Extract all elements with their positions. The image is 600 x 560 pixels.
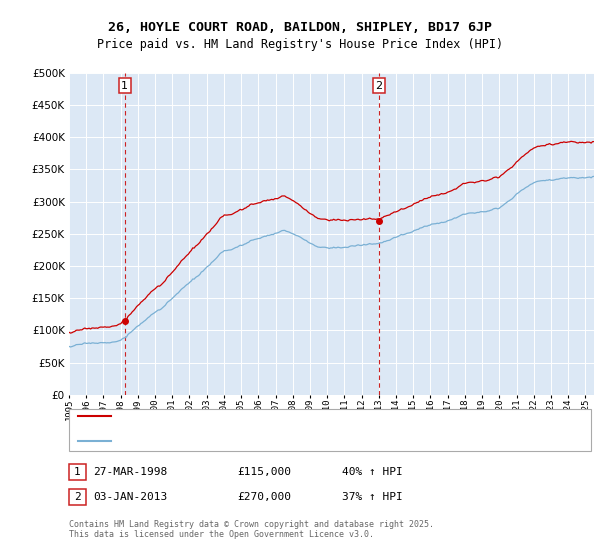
Text: 40% ↑ HPI: 40% ↑ HPI xyxy=(342,467,403,477)
Text: £270,000: £270,000 xyxy=(237,492,291,502)
Text: 03-JAN-2013: 03-JAN-2013 xyxy=(93,492,167,502)
Text: 26, HOYLE COURT ROAD, BAILDON, SHIPLEY, BD17 6JP: 26, HOYLE COURT ROAD, BAILDON, SHIPLEY, … xyxy=(108,21,492,34)
Text: Contains HM Land Registry data © Crown copyright and database right 2025.
This d: Contains HM Land Registry data © Crown c… xyxy=(69,520,434,539)
Text: 27-MAR-1998: 27-MAR-1998 xyxy=(93,467,167,477)
Text: 1: 1 xyxy=(121,81,128,91)
Text: 2: 2 xyxy=(376,81,383,91)
Text: 2: 2 xyxy=(74,492,81,502)
Text: HPI: Average price, detached house, Bradford: HPI: Average price, detached house, Brad… xyxy=(117,436,376,446)
Text: 1: 1 xyxy=(74,467,81,477)
Text: 37% ↑ HPI: 37% ↑ HPI xyxy=(342,492,403,502)
Text: Price paid vs. HM Land Registry's House Price Index (HPI): Price paid vs. HM Land Registry's House … xyxy=(97,38,503,50)
Text: 26, HOYLE COURT ROAD, BAILDON, SHIPLEY, BD17 6JP (detached house): 26, HOYLE COURT ROAD, BAILDON, SHIPLEY, … xyxy=(117,411,499,421)
Text: £115,000: £115,000 xyxy=(237,467,291,477)
